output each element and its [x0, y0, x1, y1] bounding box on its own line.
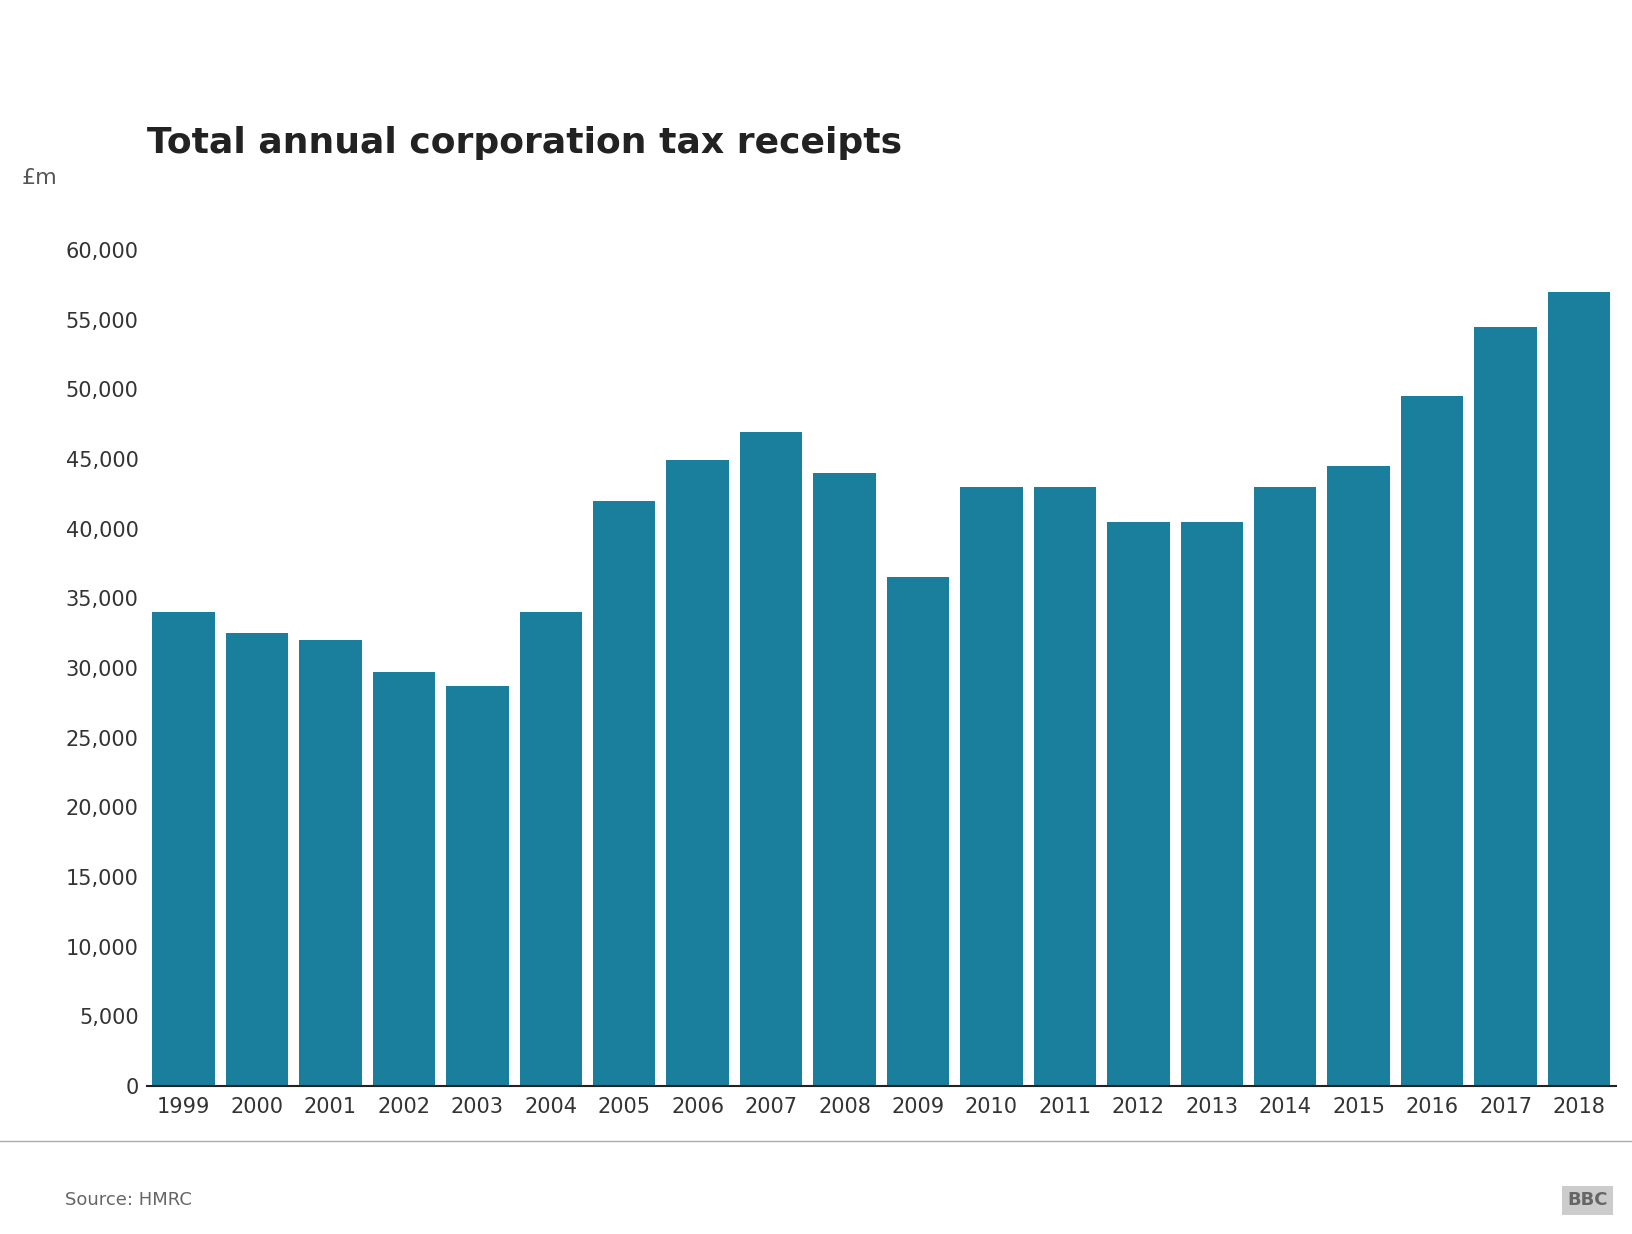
Bar — [666, 460, 730, 1086]
Bar — [519, 612, 583, 1086]
Bar — [886, 578, 950, 1086]
Bar — [1253, 487, 1317, 1086]
Bar — [1033, 487, 1097, 1086]
Bar — [813, 473, 876, 1086]
Bar — [299, 640, 362, 1086]
Bar — [1106, 522, 1170, 1086]
Bar — [1327, 466, 1390, 1086]
Bar — [446, 686, 509, 1086]
Bar — [739, 432, 803, 1086]
Bar — [1547, 291, 1611, 1086]
Bar — [225, 633, 289, 1086]
Text: £m: £m — [21, 168, 57, 188]
Bar — [372, 673, 436, 1086]
Text: Total annual corporation tax receipts: Total annual corporation tax receipts — [147, 126, 902, 159]
Bar — [1474, 327, 1537, 1086]
Bar — [1400, 396, 1464, 1086]
Bar — [960, 487, 1023, 1086]
Text: BBC: BBC — [1567, 1191, 1608, 1209]
Text: Source: HMRC: Source: HMRC — [65, 1191, 193, 1209]
Bar — [152, 612, 215, 1086]
Bar — [592, 501, 656, 1086]
Bar — [1180, 522, 1244, 1086]
